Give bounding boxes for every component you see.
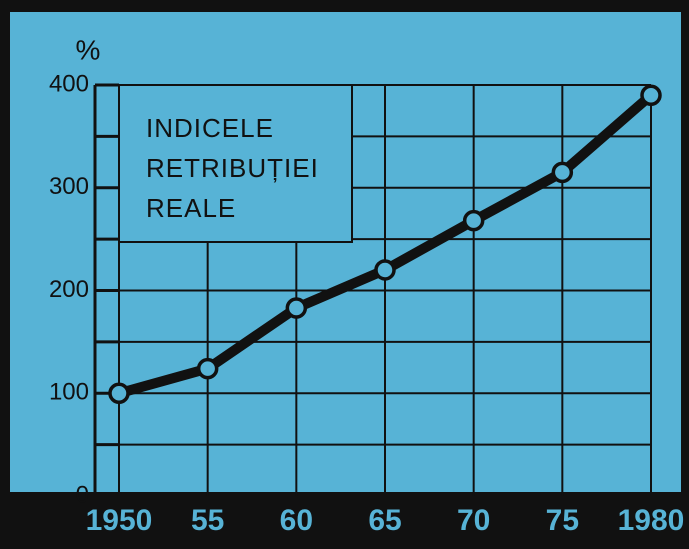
data-point xyxy=(462,209,485,232)
data-point xyxy=(196,357,219,380)
data-point xyxy=(551,161,574,184)
data-point xyxy=(374,259,396,281)
x-tick-label: 65 xyxy=(368,504,401,537)
legend-text: RETRIBUȚIEI xyxy=(146,153,319,183)
y-tick-label: 0 xyxy=(76,481,89,508)
y-axis-label: % xyxy=(76,34,101,65)
data-point xyxy=(640,84,662,107)
data-point xyxy=(108,382,130,404)
legend-text: REALE xyxy=(146,193,236,223)
x-tick-label: 1950 xyxy=(86,504,153,537)
y-tick-label: 400 xyxy=(49,70,89,97)
legend-text: INDICELE xyxy=(146,113,274,143)
x-tick-label: 55 xyxy=(191,504,224,537)
y-tick-label: 100 xyxy=(49,379,89,406)
x-band xyxy=(0,492,689,549)
x-tick-label: 60 xyxy=(280,504,313,537)
frame-top xyxy=(0,0,689,12)
x-tick-label: 70 xyxy=(457,504,490,537)
x-tick-label: 1980 xyxy=(618,504,685,537)
y-tick-label: 300 xyxy=(49,173,89,200)
legend-box xyxy=(118,84,353,243)
data-point xyxy=(285,297,308,319)
y-tick-label: 200 xyxy=(49,276,89,303)
x-tick-label: 75 xyxy=(546,504,579,537)
frame-left xyxy=(0,0,10,549)
frame-right xyxy=(681,0,689,549)
